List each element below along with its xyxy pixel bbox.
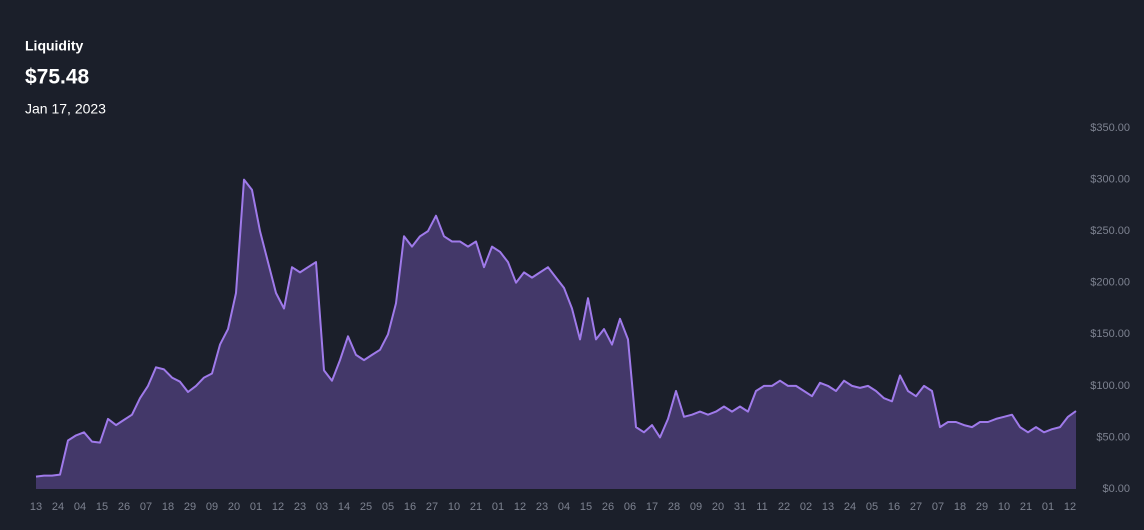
x-tick-label: 14	[338, 501, 350, 513]
chart-title: Liquidity	[25, 38, 84, 54]
x-tick-label: 10	[448, 501, 460, 513]
x-tick-label: 01	[1042, 501, 1054, 513]
x-tick-label: 27	[910, 501, 922, 513]
x-tick-label: 12	[514, 501, 526, 513]
x-tick-label: 17	[646, 501, 658, 513]
x-tick-label: 05	[866, 501, 878, 513]
x-tick-label: 29	[976, 501, 988, 513]
x-tick-label: 26	[118, 501, 130, 513]
x-tick-label: 23	[536, 501, 548, 513]
x-tick-label: 12	[272, 501, 284, 513]
x-tick-label: 01	[250, 501, 262, 513]
x-tick-label: 18	[954, 501, 966, 513]
x-tick-label: 27	[426, 501, 438, 513]
x-tick-label: 10	[998, 501, 1010, 513]
x-tick-label: 25	[360, 501, 372, 513]
x-tick-label: 02	[800, 501, 812, 513]
area	[36, 179, 1076, 489]
x-tick-label: 21	[1020, 501, 1032, 513]
x-tick-label: 29	[184, 501, 196, 513]
y-tick-label: $200.00	[1090, 277, 1130, 289]
y-tick-label: $250.00	[1090, 225, 1130, 237]
x-tick-label: 28	[668, 501, 680, 513]
x-tick-label: 18	[162, 501, 174, 513]
y-tick-label: $300.00	[1090, 173, 1130, 185]
x-tick-label: 31	[734, 501, 746, 513]
x-tick-label: 20	[228, 501, 240, 513]
y-tick-label: $100.00	[1090, 380, 1130, 392]
x-tick-label: 05	[382, 501, 394, 513]
x-tick-label: 04	[74, 501, 86, 513]
headline-value: $75.48	[25, 66, 90, 89]
x-tick-label: 20	[712, 501, 724, 513]
x-tick-label: 23	[294, 501, 306, 513]
x-tick-label: 04	[558, 501, 570, 513]
x-tick-label: 24	[52, 501, 64, 513]
date: Jan 17, 2023	[25, 101, 106, 117]
x-tick-label: 11	[756, 501, 767, 513]
x-tick-label: 22	[778, 501, 790, 513]
x-tick-label: 09	[206, 501, 218, 513]
x-tick-label: 15	[96, 501, 108, 513]
y-tick-label: $50.00	[1096, 431, 1130, 443]
x-tick-label: 26	[602, 501, 614, 513]
x-tick-label: 16	[404, 501, 416, 513]
y-tick-label: $0.00	[1102, 483, 1130, 495]
x-tick-label: 13	[30, 501, 42, 513]
y-tick-label: $350.00	[1090, 122, 1130, 134]
x-tick-label: 09	[690, 501, 702, 513]
x-tick-label: 15	[580, 501, 592, 513]
x-tick-label: 12	[1064, 501, 1076, 513]
x-tick-label: 01	[492, 501, 504, 513]
y-tick-label: $150.00	[1090, 328, 1130, 340]
x-tick-label: 07	[140, 501, 152, 513]
x-tick-label: 07	[932, 501, 944, 513]
x-tick-label: 24	[844, 501, 856, 513]
x-tick-label: 21	[470, 501, 482, 513]
line	[35, 178, 1077, 478]
x-tick-label: 16	[888, 501, 900, 513]
x-tick-label: 13	[822, 501, 834, 513]
x-tick-label: 06	[624, 501, 636, 513]
x-tick-label: 03	[316, 501, 328, 513]
